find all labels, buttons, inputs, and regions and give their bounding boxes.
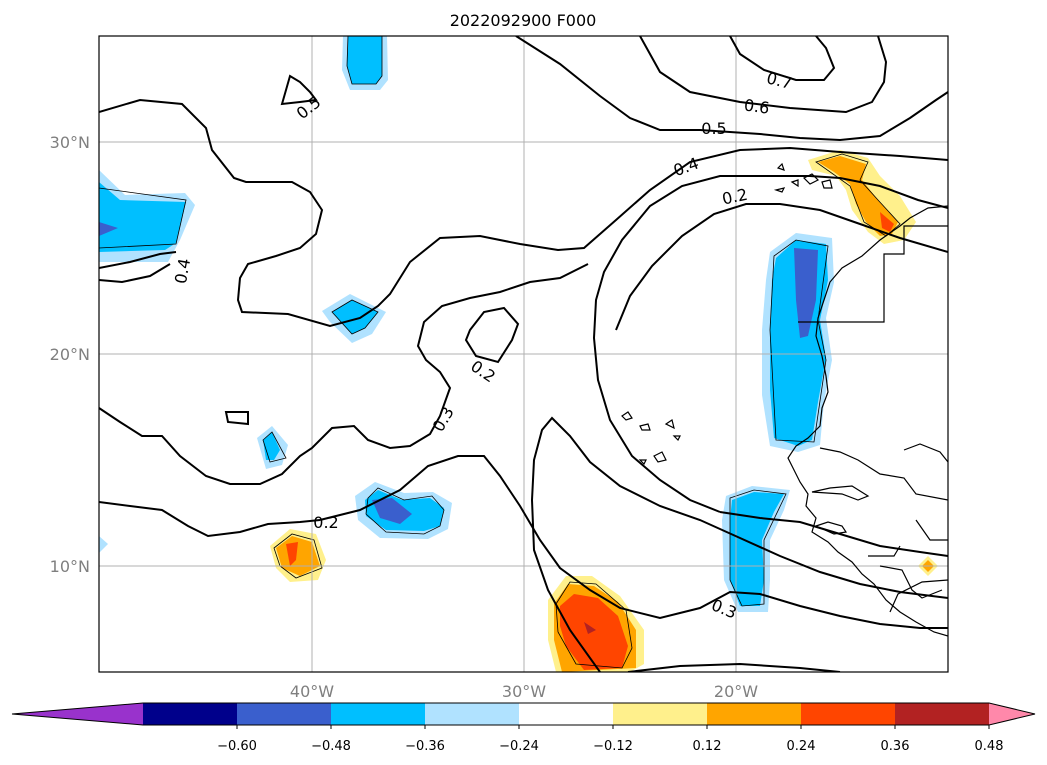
colorbar-swatch [425,703,520,725]
colorbar-tick-label: −0.36 [405,739,445,754]
plot-title: 2022092900 F000 [450,11,597,30]
contour-label: 0.5 [701,119,726,138]
colorbar-swatch [331,703,426,725]
colorbar-swatch [895,703,990,725]
colorbar-tick-label: 0.12 [693,739,722,754]
lon-labels: 40°W 30°W 20°W [290,682,758,701]
lon-label-20w: 20°W [714,682,758,701]
contour-label: 0.4 [171,257,194,285]
colorbar-tick-label: 0.36 [881,739,910,754]
colorbar-outline [11,702,1036,726]
colorbar-swatch [707,703,802,725]
colorbar-tick-label: −0.12 [593,739,633,754]
anomaly-shading [99,36,938,672]
colorbar-swatch [519,703,614,725]
colorbar-extend-high [989,703,1035,725]
lat-label-20n: 20°N [50,345,90,364]
colorbar-swatch [613,703,708,725]
colorbar-tick-label: 0.24 [787,739,816,754]
colorbar: −0.60 −0.48 −0.36 −0.24 −0.12 0.12 0.24 0.36 0.4… [11,702,1036,754]
contour-label: 0.2 [313,513,338,532]
lat-label-30n: 30°N [50,133,90,152]
lat-labels: 30°N 20°N 10°N [50,133,90,576]
colorbar-tick-label: −0.48 [311,739,351,754]
lon-label-40w: 40°W [290,682,334,701]
colorbar-extend-low [12,703,143,725]
colorbar-swatch [237,703,332,725]
colorbar-swatch [143,703,238,725]
colorbar-tick-label: −0.60 [217,739,257,754]
contour-lines [99,36,948,672]
contour-label: 0.2 [720,185,749,209]
colorbar-tick-label: 0.48 [975,739,1004,754]
contour-label: 0.6 [743,95,771,117]
lat-label-10n: 10°N [50,557,90,576]
map-frame [98,35,949,673]
lon-label-30w: 30°W [502,682,546,701]
colorbar-swatch [801,703,896,725]
colorbar-tick-label: −0.24 [499,739,539,754]
map-panel: 0.7 0.6 0.5 0.5 0.4 0.2 0.4 0.2 0.3 0.2 … [99,36,948,672]
coastlines [621,162,948,637]
